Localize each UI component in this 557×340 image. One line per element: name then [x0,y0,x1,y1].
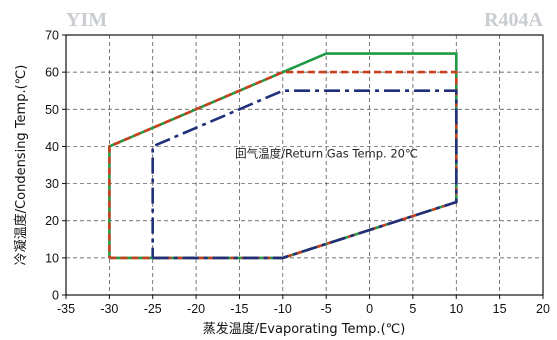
y-tick-labels: 0 10 20 30 40 50 60 70 [45,29,59,303]
y-tick-label: 50 [45,103,59,117]
grid-lines [66,35,543,295]
x-tick-label: -15 [230,302,248,316]
y-tick-label: 20 [45,214,59,228]
x-tick-label: 0 [366,302,373,316]
envelope-series-2 [108,70,458,260]
x-tick-label: 15 [493,302,507,316]
envelope-series-3 [151,89,458,260]
x-tick-label: -5 [321,302,332,316]
axes [62,34,544,299]
y-tick-label: 60 [45,66,59,80]
y-tick-label: 10 [45,251,59,265]
x-tick-label: 10 [449,302,463,316]
y-tick-label: 40 [45,140,59,154]
brand-right: R404A [484,9,543,31]
y-tick-label: 30 [45,177,59,191]
x-tick-label: -30 [100,302,118,316]
y-axis-title: 冷凝温度/Condensing Temp.(℃) [13,65,29,266]
y-tick-label: 70 [45,29,59,43]
return-gas-annotation: 回气温度/Return Gas Temp. 20℃ [235,147,418,161]
x-tick-label: -35 [57,302,75,316]
plot-frame [65,34,544,296]
x-tick-label: 5 [409,302,416,316]
x-tick-label: 20 [536,302,550,316]
x-axis-title: 蒸发温度/Evaporating Temp.(℃) [203,321,406,337]
x-tick-labels: -35 -30 -25 -20 -15 -10 -5 0 5 10 15 20 [57,302,550,316]
x-tick-label: -20 [187,302,205,316]
x-tick-label: -10 [274,302,292,316]
y-tick-label: 0 [52,289,59,303]
x-tick-label: -25 [144,302,162,316]
series-group [108,52,458,260]
brand-left: YIM [66,9,107,31]
